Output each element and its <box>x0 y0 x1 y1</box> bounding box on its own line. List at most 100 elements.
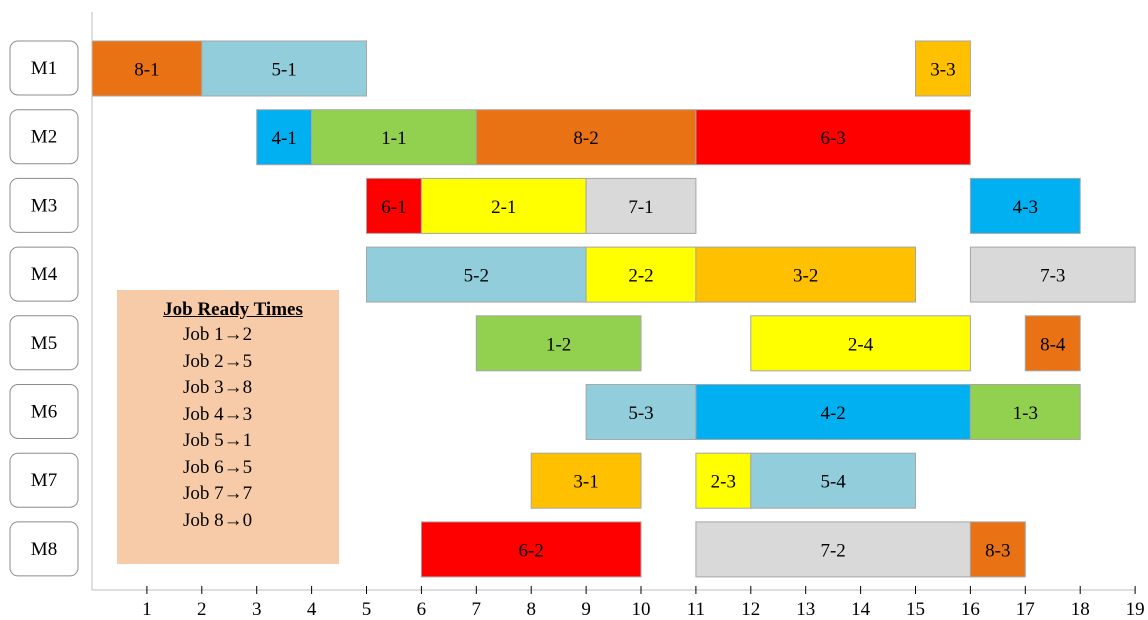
task-bar-6-3 <box>695 109 971 166</box>
ready-item-job-1: Job 1→2 <box>183 324 253 345</box>
ready-item-job-5: Job 5→1 <box>183 430 253 451</box>
task-bar-1-2 <box>475 315 642 372</box>
x-tick-label-1: 1 <box>142 599 152 620</box>
machine-label-m3: M3 <box>31 195 57 216</box>
task-label-5-1: 5-1 <box>271 60 296 81</box>
job-ready-times-title: Job Ready Times <box>163 299 303 320</box>
machine-label-m7: M7 <box>31 470 57 491</box>
task-label-2-4: 2-4 <box>848 334 874 355</box>
task-label-2-3: 2-3 <box>711 472 736 493</box>
machine-box-m4 <box>9 246 79 302</box>
machine-box-m6 <box>9 384 79 439</box>
x-tick-label-17: 17 <box>1016 599 1035 620</box>
task-bar-2-1 <box>420 177 587 234</box>
x-tick-label-14: 14 <box>851 599 871 620</box>
task-bar-8-3 <box>969 521 1026 578</box>
task-bar-2-3 <box>695 452 752 509</box>
machine-box-m7 <box>9 452 79 508</box>
task-bar-7-1 <box>585 177 697 234</box>
task-bar-2-2 <box>585 246 697 303</box>
x-tick-label-10: 10 <box>632 599 651 620</box>
task-bar-3-3 <box>915 40 971 97</box>
x-tick-label-4: 4 <box>307 599 317 620</box>
machine-box-m2 <box>9 109 79 165</box>
task-label-5-4: 5-4 <box>820 472 846 493</box>
task-label-1-1: 1-1 <box>381 128 406 149</box>
task-bar-2-4 <box>750 315 971 372</box>
job-ready-times-list: Job 1→2 Job 2→5 Job 3→8 Job 4→3 Job 5→1 … <box>117 322 339 534</box>
time-axis: 1 2 3 4 5 6 7 8 9 10 11 12 13 14 15 16 17 18 19 <box>91 12 1145 620</box>
task-bars: 8-1 5-1 3-3 4-1 1-1 8-2 6-3 6-1 2-1 7-1 4-3 5-2 2-2 3… <box>91 40 1136 578</box>
task-label-1-3: 1-3 <box>1013 403 1038 424</box>
task-label-2-1: 2-1 <box>491 197 516 218</box>
task-label-8-1: 8-1 <box>134 60 159 81</box>
x-tick-label-6: 6 <box>417 599 427 620</box>
task-label-3-2: 3-2 <box>793 266 818 287</box>
task-label-3-3: 3-3 <box>930 60 955 81</box>
task-label-4-1: 4-1 <box>271 128 296 149</box>
x-tick-label-16: 16 <box>961 599 980 620</box>
machine-box-m1 <box>9 40 79 96</box>
x-tick-label-19: 19 <box>1126 599 1145 620</box>
task-label-5-3: 5-3 <box>628 403 653 424</box>
task-bar-8-2 <box>475 109 697 166</box>
task-bar-1-3 <box>969 384 1081 440</box>
ready-item-job-2: Job 2→5 <box>183 350 253 372</box>
x-tick-label-12: 12 <box>741 599 760 620</box>
x-tick-label-15: 15 <box>906 599 925 620</box>
ready-item-job-7: Job 7→7 <box>183 483 253 504</box>
machine-label-m2: M2 <box>31 127 57 148</box>
task-label-1-2: 1-2 <box>546 334 571 355</box>
x-tick-label-11: 11 <box>687 599 705 620</box>
task-bar-3-2 <box>695 246 917 303</box>
task-bar-5-3 <box>585 384 697 440</box>
task-label-4-2: 4-2 <box>820 403 845 424</box>
machine-box-m5 <box>9 315 79 371</box>
task-bar-4-2 <box>695 384 971 440</box>
task-bar-3-1 <box>530 452 642 509</box>
task-label-8-4: 8-4 <box>1040 334 1066 355</box>
task-bar-4-1 <box>256 109 313 166</box>
job-ready-times-box: Job Ready Times Job 1→2 Job 2→5 Job 3→8 … <box>117 290 339 564</box>
x-tick-label-3: 3 <box>252 599 262 620</box>
task-bar-7-3 <box>969 246 1136 303</box>
machine-label-m6: M6 <box>31 402 57 423</box>
task-bar-1-1 <box>311 109 477 166</box>
task-label-7-1: 7-1 <box>628 197 653 218</box>
x-tick-label-8: 8 <box>526 599 536 620</box>
ready-item-job-8: Job 8→0 <box>183 509 253 531</box>
task-label-7-3: 7-3 <box>1040 266 1065 287</box>
machine-label-m5: M5 <box>31 333 57 354</box>
x-tick-label-7: 7 <box>472 599 482 620</box>
task-bar-7-2 <box>695 521 971 578</box>
machine-label-m4: M4 <box>31 264 58 285</box>
machine-box-m3 <box>9 177 79 233</box>
task-label-8-2: 8-2 <box>573 128 598 149</box>
task-label-8-3: 8-3 <box>985 540 1010 561</box>
x-tick-label-13: 13 <box>796 599 815 620</box>
task-label-6-2: 6-2 <box>519 540 544 561</box>
x-tick-label-9: 9 <box>581 599 591 620</box>
ready-item-job-6: Job 6→5 <box>183 456 253 478</box>
task-label-6-1: 6-1 <box>381 197 406 218</box>
x-tick-label-5: 5 <box>362 599 372 620</box>
task-bar-6-1 <box>366 177 422 234</box>
task-bar-5-4 <box>750 452 916 509</box>
task-label-3-1: 3-1 <box>573 472 598 493</box>
x-tick-label-18: 18 <box>1071 599 1090 620</box>
machine-label-m1: M1 <box>31 58 57 79</box>
machine-box-m8 <box>9 521 79 577</box>
task-label-4-3: 4-3 <box>1013 197 1038 218</box>
task-label-7-2: 7-2 <box>820 540 845 561</box>
task-bar-5-1 <box>201 40 367 97</box>
task-bar-5-2 <box>366 246 587 303</box>
ready-item-job-4: Job 4→3 <box>183 403 253 425</box>
machine-label-m8: M8 <box>31 539 57 560</box>
machine-labels: M1 M2 M3 M4 M5 M6 M7 M8 <box>9 40 79 577</box>
task-label-6-3: 6-3 <box>820 128 845 149</box>
ready-item-job-3: Job 3→8 <box>183 377 253 398</box>
task-bar-6-2 <box>420 521 642 578</box>
task-label-5-2: 5-2 <box>464 266 489 287</box>
task-bar-4-3 <box>969 177 1081 234</box>
